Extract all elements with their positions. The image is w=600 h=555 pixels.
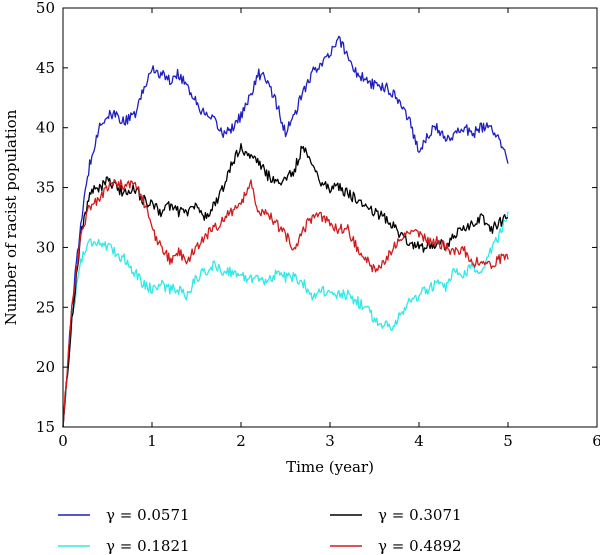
legend-item-4: γ = 0.4892 bbox=[330, 537, 462, 555]
x-tick-label: 2 bbox=[236, 432, 246, 450]
legend-item-1: γ = 0.0571 bbox=[58, 506, 190, 524]
x-tick-label: 6 bbox=[592, 432, 600, 450]
y-tick-label: 45 bbox=[36, 59, 55, 77]
y-tick-label: 40 bbox=[36, 119, 55, 137]
legend-label: γ = 0.0571 bbox=[106, 506, 190, 524]
x-tick-label: 5 bbox=[503, 432, 513, 450]
plot-frame bbox=[62, 7, 598, 428]
legend-item-3: γ = 0.3071 bbox=[330, 506, 462, 524]
legend-label: γ = 0.4892 bbox=[378, 537, 462, 555]
legend-label: γ = 0.3071 bbox=[378, 506, 462, 524]
x-tick-label: 4 bbox=[414, 432, 424, 450]
y-tick-label: 25 bbox=[36, 298, 55, 316]
y-tick-label: 20 bbox=[36, 358, 55, 376]
y-axis-label: Number of racist population bbox=[2, 109, 20, 325]
legend-label: γ = 0.1821 bbox=[106, 537, 190, 555]
x-tick-label: 1 bbox=[147, 432, 157, 450]
legend-item-2: γ = 0.1821 bbox=[58, 537, 190, 555]
series-line-4 bbox=[62, 179, 509, 428]
x-tick-label: 0 bbox=[58, 432, 68, 450]
x-tick-label: 3 bbox=[325, 432, 335, 450]
y-tick-label: 15 bbox=[36, 418, 55, 436]
x-axis-label: Time (year) bbox=[286, 458, 374, 476]
series-layer bbox=[62, 35, 509, 428]
legend: γ = 0.0571 γ = 0.1821 γ = 0.3071 γ = 0.4892 bbox=[58, 506, 462, 555]
y-ticks: 15 20 25 30 35 40 45 50 bbox=[36, 0, 597, 436]
series-line-2 bbox=[62, 211, 509, 428]
x-ticks: 0 1 2 3 4 5 6 bbox=[58, 8, 600, 450]
y-tick-label: 50 bbox=[36, 0, 55, 17]
series-line-1 bbox=[62, 35, 509, 428]
y-tick-label: 30 bbox=[36, 238, 55, 256]
y-tick-label: 35 bbox=[36, 179, 55, 197]
